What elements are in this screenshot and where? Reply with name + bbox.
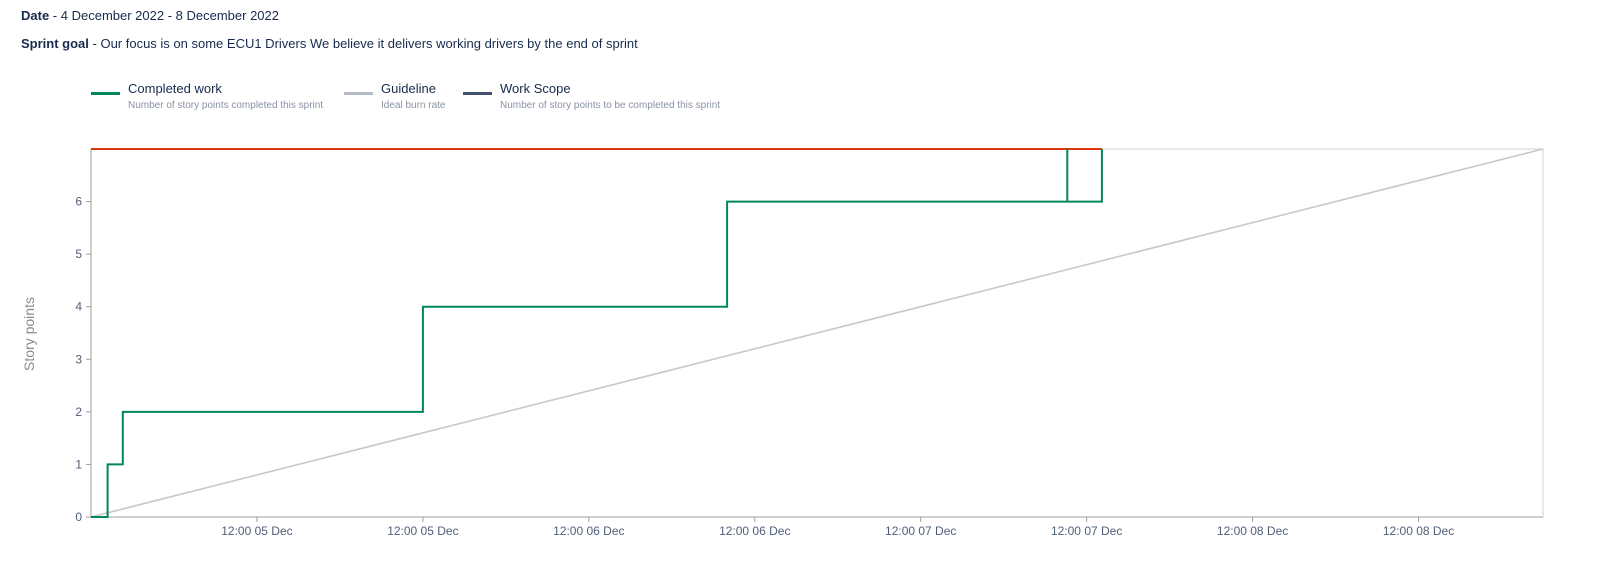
y-tick-label: 0 bbox=[75, 510, 82, 524]
legend-guideline-title: Guideline bbox=[381, 81, 436, 96]
series-completed-work-line bbox=[91, 149, 1103, 518]
x-tick-label: 12:00 08 Dec bbox=[1217, 524, 1288, 538]
x-tick-label: 12:00 08 Dec bbox=[1383, 524, 1454, 538]
x-tick-label: 12:00 05 Dec bbox=[387, 524, 458, 538]
y-tick-label: 4 bbox=[75, 300, 82, 314]
sprint-goal-label: Sprint goal bbox=[21, 36, 89, 51]
y-tick-label: 2 bbox=[75, 405, 82, 419]
legend-guideline-swatch bbox=[344, 92, 373, 95]
legend-scope-swatch bbox=[463, 92, 492, 95]
legend-completed-description: Number of story points completed this sp… bbox=[128, 100, 324, 111]
date-value: 4 December 2022 - 8 December 2022 bbox=[60, 8, 279, 23]
date-separator: - bbox=[49, 8, 61, 23]
x-tick-label: 12:00 05 Dec bbox=[221, 524, 292, 538]
date-line: Date - 4 December 2022 - 8 December 2022 bbox=[21, 8, 279, 24]
sprint-goal-line: Sprint goal - Our focus is on some ECU1 … bbox=[21, 36, 638, 52]
y-tick-label: 6 bbox=[75, 195, 82, 209]
y-tick-label: 1 bbox=[75, 457, 82, 471]
legend-guideline-description: Ideal burn rate bbox=[381, 100, 446, 111]
legend-scope-description: Number of story points to be completed t… bbox=[500, 100, 721, 111]
y-tick-label: 3 bbox=[75, 352, 82, 366]
legend-scope-title: Work Scope bbox=[500, 81, 571, 96]
x-tick-label: 12:00 07 Dec bbox=[1051, 524, 1122, 538]
sprint-goal-separator: - bbox=[88, 36, 101, 51]
x-tick-label: 12:00 06 Dec bbox=[553, 524, 624, 538]
y-tick-label: 5 bbox=[75, 247, 82, 261]
x-tick-label: 12:00 07 Dec bbox=[885, 524, 956, 538]
legend-completed-title: Completed work bbox=[128, 81, 222, 96]
x-tick-label: 12:00 06 Dec bbox=[719, 524, 790, 538]
legend-completed-swatch bbox=[91, 92, 120, 95]
sprint-goal-value: Our focus is on some ECU1 Drivers We bel… bbox=[100, 36, 638, 51]
y-axis-label: Story points bbox=[21, 297, 37, 371]
date-label: Date bbox=[21, 8, 50, 23]
series-guideline-line bbox=[90, 148, 1544, 518]
